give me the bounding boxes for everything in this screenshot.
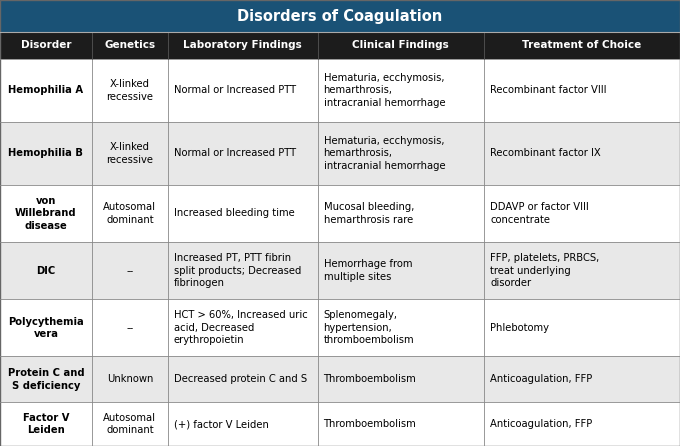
Text: Autosomal
dominant: Autosomal dominant [103, 413, 156, 435]
Text: Genetics: Genetics [104, 41, 156, 50]
Text: Mucosal bleeding,
hemarthrosis rare: Mucosal bleeding, hemarthrosis rare [324, 202, 414, 225]
Text: X-linked
recessive: X-linked recessive [106, 142, 154, 165]
Text: DDAVP or factor VIII
concentrate: DDAVP or factor VIII concentrate [490, 202, 589, 225]
Text: Recombinant factor VIII: Recombinant factor VIII [490, 85, 607, 95]
Text: Thromboembolism: Thromboembolism [324, 374, 416, 384]
Text: Increased PT, PTT fibrin
split products; Decreased
fibrinogen: Increased PT, PTT fibrin split products;… [174, 253, 301, 288]
Bar [0, 59, 680, 122]
Text: DIC: DIC [36, 266, 56, 276]
Text: Disorders of Coagulation: Disorders of Coagulation [237, 8, 443, 24]
Text: Recombinant factor IX: Recombinant factor IX [490, 149, 601, 158]
Text: (+) factor V Leiden: (+) factor V Leiden [174, 419, 269, 429]
Text: --: -- [126, 323, 133, 333]
Text: Hemorrhage from
multiple sites: Hemorrhage from multiple sites [324, 260, 412, 282]
Text: HCT > 60%, Increased uric
acid, Decreased
erythropoietin: HCT > 60%, Increased uric acid, Decrease… [174, 310, 308, 345]
Text: Splenomegaly,
hypertension,
thromboembolism: Splenomegaly, hypertension, thromboembol… [324, 310, 414, 345]
Text: Hemophilia A: Hemophilia A [8, 85, 84, 95]
Text: Hematuria, ecchymosis,
hemarthrosis,
intracranial hemorrhage: Hematuria, ecchymosis, hemarthrosis, int… [324, 136, 445, 171]
Text: Unknown: Unknown [107, 374, 153, 384]
Text: FFP, platelets, PRBCS,
treat underlying
disorder: FFP, platelets, PRBCS, treat underlying … [490, 253, 599, 288]
Text: Thromboembolism: Thromboembolism [324, 419, 416, 429]
Text: Protein C and
S deficiency: Protein C and S deficiency [7, 368, 84, 391]
Bar [0, 185, 680, 242]
Text: --: -- [126, 266, 133, 276]
Bar [0, 122, 680, 185]
Bar [0, 402, 680, 446]
Text: Hematuria, ecchymosis,
hemarthrosis,
intracranial hemorrhage: Hematuria, ecchymosis, hemarthrosis, int… [324, 73, 445, 108]
Text: Autosomal
dominant: Autosomal dominant [103, 202, 156, 225]
Text: Disorder: Disorder [20, 41, 71, 50]
Bar [0, 299, 680, 356]
Text: Increased bleeding time: Increased bleeding time [174, 208, 294, 219]
Text: Normal or Increased PTT: Normal or Increased PTT [174, 149, 296, 158]
Text: Phlebotomy: Phlebotomy [490, 323, 549, 333]
Text: Laboratory Findings: Laboratory Findings [184, 41, 302, 50]
Text: Hemophilia B: Hemophilia B [8, 149, 84, 158]
Bar [0, 356, 680, 402]
Text: Clinical Findings: Clinical Findings [352, 41, 449, 50]
Text: von
Willebrand
disease: von Willebrand disease [15, 196, 77, 231]
Text: Anticoagulation, FFP: Anticoagulation, FFP [490, 374, 592, 384]
Bar [0, 242, 680, 299]
Text: Decreased protein C and S: Decreased protein C and S [174, 374, 307, 384]
Bar [0, 0, 680, 32]
Text: Factor V
Leiden: Factor V Leiden [22, 413, 69, 435]
Text: Anticoagulation, FFP: Anticoagulation, FFP [490, 419, 592, 429]
Text: X-linked
recessive: X-linked recessive [106, 79, 154, 102]
Text: Treatment of Choice: Treatment of Choice [522, 41, 642, 50]
Text: Normal or Increased PTT: Normal or Increased PTT [174, 85, 296, 95]
Bar [0, 32, 680, 59]
Text: Polycythemia
vera: Polycythemia vera [8, 317, 84, 339]
